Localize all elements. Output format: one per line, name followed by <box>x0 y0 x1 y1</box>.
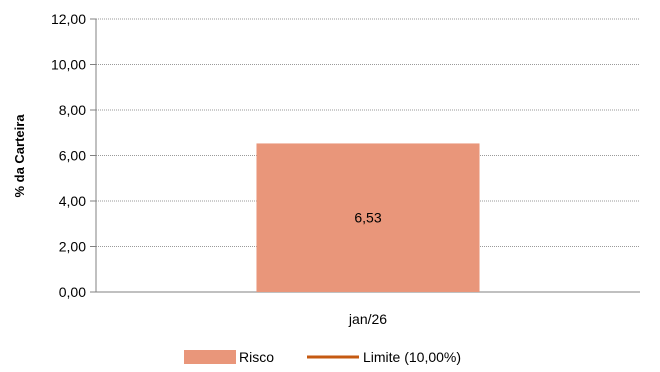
y-tick-label: 8,00 <box>59 102 86 118</box>
y-axis-title: % da Carteira <box>12 114 27 198</box>
bars: 6,53 <box>256 143 480 292</box>
y-tick-label: 0,00 <box>59 284 86 300</box>
y-tick-label: 10,00 <box>51 57 86 73</box>
legend-label: Limite (10,00%) <box>363 349 461 365</box>
x-tick-labels: jan/26 <box>348 311 387 327</box>
legend-swatch-risco <box>184 350 236 364</box>
bar <box>256 143 480 292</box>
legend-label: Risco <box>239 349 274 365</box>
data-label: 6,53 <box>354 210 381 226</box>
y-tick-labels: 0,00 2,00 4,00 6,00 8,00 10,00 12,00 <box>51 11 86 300</box>
y-tick-label: 2,00 <box>59 239 86 255</box>
y-tick-label: 6,00 <box>59 148 86 164</box>
x-tick-label: jan/26 <box>348 311 387 327</box>
legend: Risco Limite (10,00%) <box>184 349 461 365</box>
y-tick-label: 4,00 <box>59 193 86 209</box>
y-tick-label: 12,00 <box>51 11 86 27</box>
